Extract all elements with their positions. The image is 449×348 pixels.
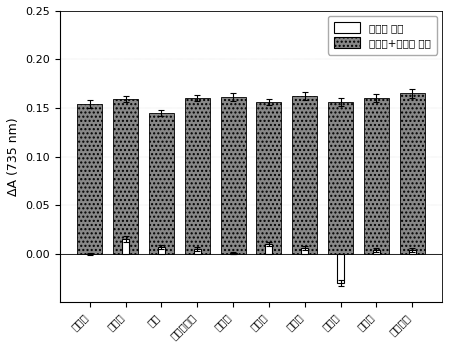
- Y-axis label: ΔA (735 nm): ΔA (735 nm): [7, 117, 20, 196]
- Bar: [409, 250, 416, 254]
- Bar: [256, 102, 282, 254]
- Bar: [328, 102, 353, 254]
- Bar: [185, 98, 210, 254]
- Bar: [373, 250, 380, 254]
- Bar: [301, 248, 308, 254]
- Bar: [122, 239, 129, 254]
- Bar: [149, 113, 174, 254]
- Bar: [400, 94, 425, 254]
- Bar: [220, 97, 246, 254]
- Bar: [158, 247, 165, 254]
- Bar: [337, 254, 344, 283]
- Bar: [364, 98, 389, 254]
- Bar: [292, 96, 317, 254]
- Bar: [113, 99, 138, 254]
- Bar: [265, 244, 273, 254]
- Legend: 竞争性 靶标, 啊虫脲+竞争性 靶标: 竞争性 靶标, 啊虫脲+竞争性 靶标: [328, 16, 437, 55]
- Bar: [77, 104, 102, 254]
- Bar: [229, 253, 237, 254]
- Bar: [194, 249, 201, 254]
